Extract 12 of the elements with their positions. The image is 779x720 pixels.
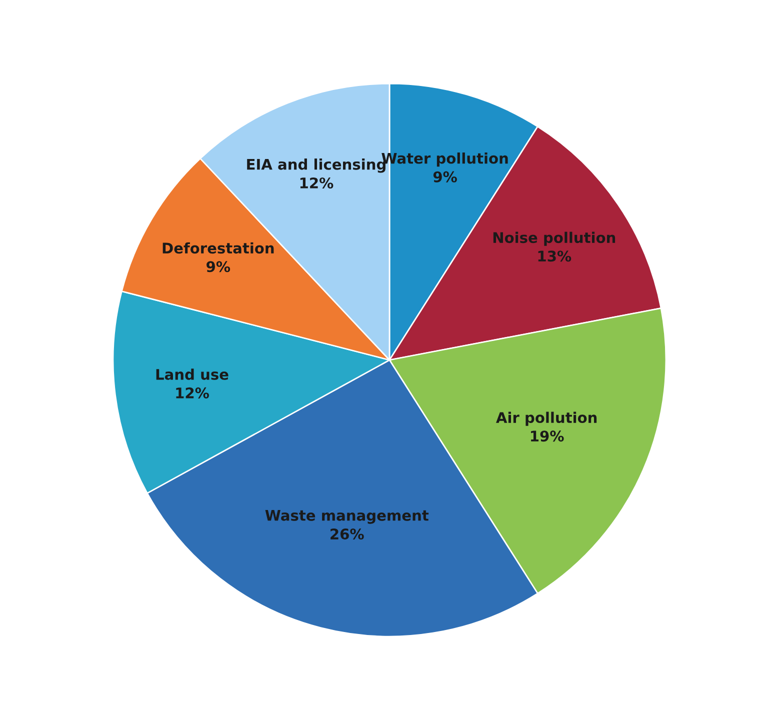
data-label: 13% [538, 250, 572, 262]
slice-label: Air pollution [496, 412, 597, 426]
data-label: 26% [330, 528, 364, 540]
slice-label: Land use [156, 368, 228, 380]
data-label: 9% [433, 171, 457, 182]
data-label: 12% [176, 387, 209, 398]
data-label: 9% [206, 261, 230, 272]
data-label: 19% [531, 430, 564, 442]
data-label: 12% [300, 177, 334, 188]
slice-label: Noise pollution [493, 232, 616, 246]
slice-label: Deforestation [162, 242, 274, 254]
slice-label: Waste management [265, 510, 429, 524]
